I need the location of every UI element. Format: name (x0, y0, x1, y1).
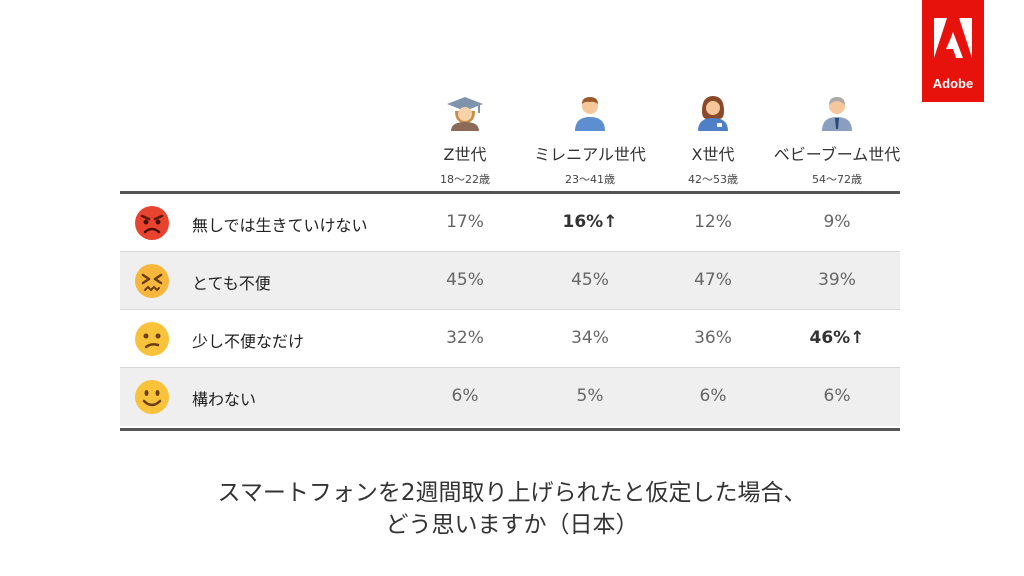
table-row: 構わない 6% 5% 6% 6% (120, 368, 900, 426)
row-divider (120, 251, 900, 252)
student-avatar-icon (445, 95, 485, 131)
generation-age: 23〜41歳 (565, 173, 615, 186)
value-cell: 12% (694, 212, 732, 232)
value-cell: 47% (694, 270, 732, 290)
value-cell: 9% (823, 212, 851, 232)
generation-header: X世代 42〜53歳 (623, 95, 803, 187)
man-avatar-icon (570, 95, 610, 131)
table-top-rule (120, 191, 900, 194)
woman-avatar-icon (693, 95, 733, 131)
value-text: 46% (809, 328, 851, 348)
adobe-logo-icon (934, 18, 972, 58)
generation-age: 54〜72歳 (812, 173, 862, 186)
older-man-avatar-icon (817, 95, 857, 131)
row-divider (120, 309, 900, 310)
value-cell-highlight: 46%↑ (787, 328, 887, 348)
value-cell: 39% (818, 270, 856, 290)
table-bottom-rule (120, 428, 900, 431)
value-cell: 17% (446, 212, 484, 232)
value-text: 16% (562, 212, 604, 232)
chart-caption-line-2: どう思いますか（日本） (385, 512, 639, 538)
row-label: 構わない (192, 390, 257, 409)
value-cell: 36% (694, 328, 732, 348)
table-row: 無しでは生きていけない 17% 16%↑ 12% 9% (120, 194, 900, 252)
generation-name: ミレニアル世代 (534, 145, 646, 164)
generation-age: 42〜53歳 (688, 173, 738, 186)
generation-name: X世代 (691, 145, 735, 164)
up-arrow-icon: ↑ (850, 328, 865, 348)
value-cell: 5% (576, 386, 604, 406)
value-cell: 32% (446, 328, 484, 348)
value-cell: 45% (571, 270, 609, 290)
table-row: 少し不便なだけ 32% 34% 36% 46%↑ (120, 310, 900, 368)
generation-header: ベビーブーム世代 54〜72歳 (747, 95, 927, 187)
adobe-logo: Adobe (922, 0, 984, 102)
smiling-face-icon (134, 379, 170, 415)
row-label: 少し不便なだけ (192, 332, 305, 351)
adobe-wordmark: Adobe (932, 76, 974, 91)
up-arrow-icon: ↑ (603, 212, 618, 232)
generation-name: ベビーブーム世代 (773, 145, 901, 164)
generation-name: Z世代 (443, 145, 487, 164)
generation-age: 18〜22歳 (440, 173, 490, 186)
confused-face-icon (134, 321, 170, 357)
row-divider (120, 367, 900, 368)
row-label: 無しでは生きていけない (192, 216, 368, 235)
value-cell: 45% (446, 270, 484, 290)
chart-caption-line-1: スマートフォンを2週間取り上げられたと仮定した場合、 (217, 480, 807, 506)
value-cell-highlight: 16%↑ (540, 212, 640, 232)
value-cell: 6% (699, 386, 727, 406)
persevering-face-icon (134, 263, 170, 299)
row-label: とても不便 (192, 274, 271, 293)
value-cell: 34% (571, 328, 609, 348)
value-cell: 6% (451, 386, 479, 406)
table-row: とても不便 45% 45% 47% 39% (120, 252, 900, 310)
value-cell: 6% (823, 386, 851, 406)
pouting-face-icon (134, 205, 170, 241)
generation-header: ミレニアル世代 23〜41歳 (500, 95, 680, 187)
generation-header: Z世代 18〜22歳 (375, 95, 555, 187)
